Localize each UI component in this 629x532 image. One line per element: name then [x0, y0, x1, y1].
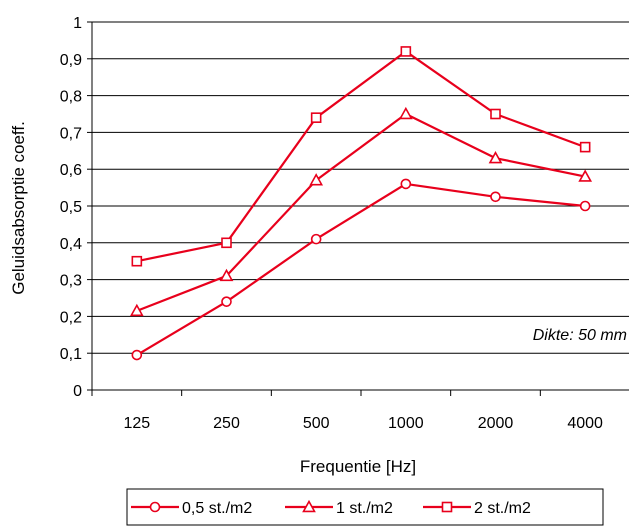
data-point	[310, 233, 322, 245]
data-point	[309, 173, 324, 186]
data-point	[579, 141, 591, 153]
axes	[87, 21, 629, 396]
legend-entry: 2 st./m2	[423, 500, 531, 517]
data-point	[488, 151, 503, 164]
y-tick-label: 0,1	[60, 346, 82, 363]
data-point	[490, 191, 501, 203]
series-line	[136, 182, 586, 356]
y-tick-label: 0,7	[60, 125, 82, 142]
series-3	[131, 46, 591, 267]
data-point	[578, 169, 593, 182]
legend-entry: 1 st./m2	[285, 499, 393, 517]
y-tick-label: 0,2	[60, 309, 82, 326]
data-point	[221, 237, 232, 249]
x-tick-label: 250	[213, 415, 240, 432]
y-axis-label: Geluidsabsorptie coeff.	[9, 121, 28, 295]
x-tick-label: 2000	[478, 415, 514, 432]
y-tick-label: 0,3	[60, 273, 82, 290]
x-axis-label: Frequentie [Hz]	[300, 457, 416, 476]
legend-marker	[302, 499, 316, 513]
data-point	[398, 106, 413, 120]
x-tick-label: 4000	[567, 415, 603, 432]
data-point	[490, 108, 501, 120]
data-point	[400, 46, 412, 57]
data-point	[221, 296, 232, 307]
data-point	[310, 112, 322, 123]
legend-label: 2 st./m2	[474, 500, 531, 517]
data-point	[579, 200, 591, 212]
y-tick-label: 0,9	[60, 52, 82, 69]
legend-marker	[149, 501, 161, 513]
y-tick-label: 0,5	[60, 199, 82, 216]
series-line	[136, 50, 586, 263]
data-point	[400, 178, 412, 190]
x-tick-label: 500	[303, 415, 330, 432]
legend-marker	[441, 501, 453, 513]
y-tick-labels: 0 0,1 0,2 0,3 0,4 0,5 0,6 0,7 0,8 0,9 1	[60, 15, 82, 400]
legend-label: 1 st./m2	[336, 500, 393, 517]
y-tick-label: 0,4	[60, 236, 82, 253]
legend-box	[126, 488, 604, 526]
series-1	[131, 178, 591, 361]
y-tick-label: 1	[73, 15, 82, 32]
data-point	[219, 268, 234, 282]
data-point	[129, 303, 144, 317]
legend: 0,5 st./m2 1 st./m2 2 st./m2	[126, 488, 604, 526]
thickness-annotation: Dikte: 50 mm	[533, 327, 627, 344]
x-tick-label: 125	[123, 415, 150, 432]
y-tick-label: 0	[73, 383, 82, 400]
gridlines	[92, 21, 629, 354]
series-group	[129, 46, 593, 361]
y-tick-label: 0,8	[60, 89, 82, 106]
series-2	[129, 106, 593, 317]
data-point	[131, 255, 143, 267]
x-tick-label: 1000	[388, 415, 424, 432]
x-tick-labels: 125 250 500 1000 2000 4000	[123, 415, 603, 432]
data-point	[131, 349, 143, 361]
y-tick-label: 0,6	[60, 162, 82, 179]
legend-entry: 0,5 st./m2	[131, 500, 252, 517]
legend-label: 0,5 st./m2	[182, 500, 252, 517]
series-line	[136, 112, 586, 312]
